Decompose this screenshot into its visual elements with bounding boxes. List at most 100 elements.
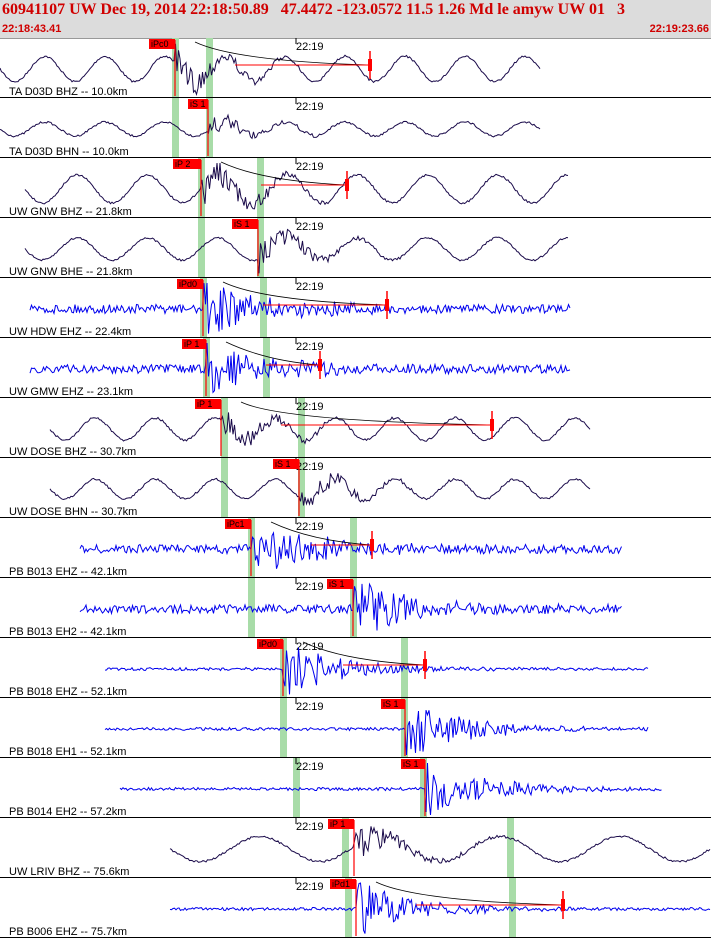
window-end-time: 22:19:23.66 xyxy=(649,23,709,35)
pick-label-box xyxy=(330,879,356,889)
pick-label: iPc1 xyxy=(227,519,245,529)
s-window-band xyxy=(260,278,267,338)
minute-label: 22:19 xyxy=(296,581,324,593)
seismogram-panels: 22:19 iPc0 TA D03D BHZ -- 10.0km 22:19 iS 1 T… xyxy=(0,38,711,938)
minute-label: 22:19 xyxy=(296,401,324,413)
station-label: UW HDW EHZ -- 22.4km xyxy=(9,326,131,338)
coda-curve xyxy=(222,281,388,306)
station-label: UW DOSE BHN -- 30.7km xyxy=(9,506,137,518)
pick-label-box xyxy=(401,759,425,769)
pick-label-box xyxy=(232,219,258,229)
trace-panel: 22:19 iP 2 UW GNW BHZ -- 21.8km xyxy=(0,158,711,218)
minute-label: 22:19 xyxy=(296,821,324,833)
minute-label: 22:19 xyxy=(296,761,324,773)
trace-panel: 22:19 iS 1 TA D03D BHN -- 10.0km xyxy=(0,98,711,158)
trace-panel: 22:19 iPd1 PB B006 EHZ -- 75.7km xyxy=(0,878,711,938)
minute-label: 22:19 xyxy=(296,881,324,893)
station-label: UW DOSE BHZ -- 30.7km xyxy=(9,446,136,458)
station-label: UW LRIV BHZ -- 75.6km xyxy=(9,866,129,878)
p-window-band xyxy=(345,878,352,938)
waveform-trace xyxy=(29,282,571,334)
trace-panel: 22:19 iPd0 UW HDW EHZ -- 22.4km xyxy=(0,278,711,338)
pick-label: iS 1 xyxy=(383,699,399,709)
pick-label: iP 1 xyxy=(184,339,199,349)
trace-panel: 22:19 iS 1 PB B013 EH2 -- 42.1km xyxy=(0,578,711,638)
s-window-band xyxy=(420,758,427,818)
s-window-band xyxy=(257,158,264,218)
p-window-band xyxy=(293,758,300,818)
waveform-trace xyxy=(0,113,541,140)
event-header: 60941107 UW Dec 19, 2014 22:18:50.89 47.… xyxy=(0,0,711,39)
pick-label-box xyxy=(273,459,299,469)
minute-label: 22:19 xyxy=(296,221,324,233)
pick-label: iS 1 xyxy=(275,459,291,469)
waveform-trace xyxy=(29,342,571,394)
pick-label-box xyxy=(188,99,208,109)
station-label: PB B014 EH2 -- 57.2km xyxy=(9,806,126,818)
coda-end-box xyxy=(423,659,427,671)
pick-label-box xyxy=(327,579,353,589)
coda-end-box xyxy=(385,299,389,311)
pick-label-box xyxy=(195,399,221,409)
s-window-band xyxy=(298,458,305,518)
waveform-trace xyxy=(49,412,591,446)
minute-label: 22:19 xyxy=(296,101,324,113)
waveform-trace xyxy=(49,473,591,506)
pick-label-box xyxy=(225,519,251,529)
s-window-band xyxy=(509,878,516,938)
trace-panel: 22:19 iPd0 PB B018 EHZ -- 52.1km xyxy=(0,638,711,698)
minute-label: 22:19 xyxy=(296,641,324,653)
s-window-band xyxy=(263,338,270,398)
s-window-band xyxy=(507,818,514,878)
pick-label-box xyxy=(381,699,405,709)
pick-label-box xyxy=(149,39,175,49)
pick-label: iP 1 xyxy=(197,399,212,409)
pick-label: iPd0 xyxy=(179,279,197,289)
waveform-trace xyxy=(79,582,622,631)
station-label: TA D03D BHZ -- 10.0km xyxy=(9,86,127,98)
pick-label-box xyxy=(257,639,283,649)
station-label: TA D03D BHN -- 10.0km xyxy=(9,146,129,158)
p-window-band xyxy=(198,218,205,278)
coda-curve xyxy=(194,41,371,66)
station-label: PB B018 EHZ -- 52.1km xyxy=(9,686,127,698)
trace-panel: 22:19 iS 1 UW DOSE BHN -- 30.7km xyxy=(0,458,711,518)
coda-curve xyxy=(375,881,564,906)
pick-label: iS 1 xyxy=(329,579,345,589)
pick-label: iPd0 xyxy=(259,639,277,649)
trace-panel: 22:19 iP 1 UW LRIV BHZ -- 75.6km xyxy=(0,818,711,878)
coda-curve xyxy=(225,341,321,366)
pick-label-box xyxy=(177,279,203,289)
station-label: UW GNW BHZ -- 21.8km xyxy=(9,206,132,218)
minute-label: 22:19 xyxy=(296,41,324,53)
trace-panel: 22:19 iS 1 UW GNW BHE -- 21.8km xyxy=(0,218,711,278)
coda-end-box xyxy=(318,359,322,371)
station-label: PB B006 EHZ -- 75.7km xyxy=(9,926,127,938)
p-window-band xyxy=(172,98,179,158)
coda-curve xyxy=(240,401,493,426)
coda-curve xyxy=(270,521,373,546)
pick-label: iPc0 xyxy=(151,39,169,49)
coda-end-box xyxy=(561,899,565,911)
minute-label: 22:19 xyxy=(296,521,324,533)
window-start-time: 22:18:43.41 xyxy=(2,23,62,35)
trace-panel: 22:19 iS 1 PB B018 EH1 -- 52.1km xyxy=(0,698,711,758)
waveform-trace xyxy=(104,647,649,695)
coda-end-box xyxy=(368,59,372,71)
pick-label-box xyxy=(173,159,201,169)
waveform-trace xyxy=(24,228,569,274)
waveform-trace xyxy=(169,826,711,864)
station-label: PB B013 EHZ -- 42.1km xyxy=(9,566,127,578)
s-window-band xyxy=(298,398,305,458)
minute-label: 22:19 xyxy=(296,701,324,713)
pick-label-box xyxy=(328,819,354,829)
minute-label: 22:19 xyxy=(296,461,324,473)
pick-label: iS 1 xyxy=(234,219,250,229)
coda-end-box xyxy=(370,539,374,551)
pick-label: iP 2 xyxy=(175,159,190,169)
coda-end-box xyxy=(490,419,494,431)
trace-panel: 22:19 iP 1 UW GMW EHZ -- 23.1km xyxy=(0,338,711,398)
waveform-trace xyxy=(0,43,541,96)
s-window-band xyxy=(350,518,357,578)
